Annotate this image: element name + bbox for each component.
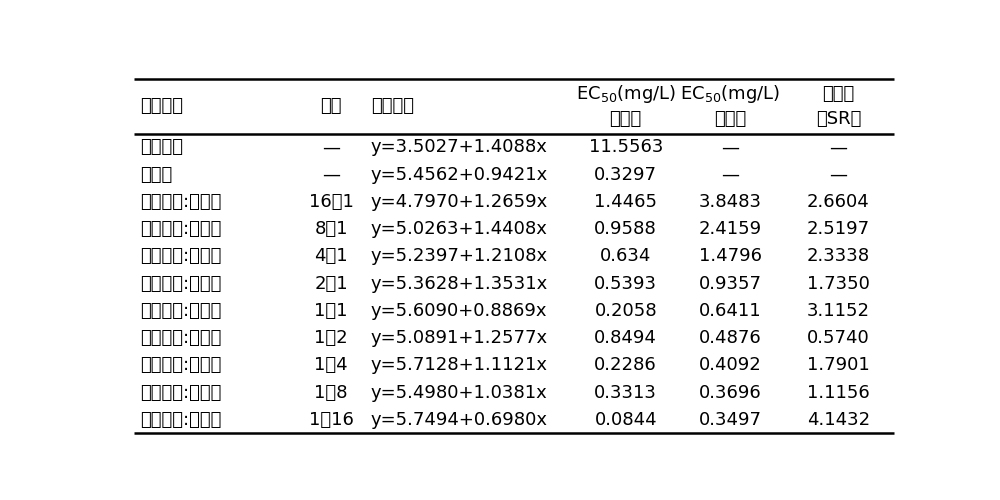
Text: 2：1: 2：1 xyxy=(314,274,348,292)
Text: 1.7901: 1.7901 xyxy=(807,356,870,374)
Text: 回归方程: 回归方程 xyxy=(371,98,414,116)
Text: 2.4159: 2.4159 xyxy=(699,220,762,238)
Text: 丁吡吗啉:氟环唑: 丁吡吗啉:氟环唑 xyxy=(140,193,222,211)
Text: 供试药剂: 供试药剂 xyxy=(140,98,184,116)
Text: y=5.7128+1.1121x: y=5.7128+1.1121x xyxy=(371,356,548,374)
Text: 1：8: 1：8 xyxy=(314,384,348,402)
Text: 1.7350: 1.7350 xyxy=(807,274,870,292)
Text: y=5.0263+1.4408x: y=5.0263+1.4408x xyxy=(371,220,548,238)
Text: 0.3497: 0.3497 xyxy=(699,411,762,429)
Text: 0.2058: 0.2058 xyxy=(594,302,657,320)
Text: 0.4092: 0.4092 xyxy=(699,356,762,374)
Text: 1.4465: 1.4465 xyxy=(594,193,657,211)
Text: 0.6411: 0.6411 xyxy=(699,302,762,320)
Text: 丁吡吗啉:氟环唑: 丁吡吗啉:氟环唑 xyxy=(140,220,222,238)
Text: y=3.5027+1.4088x: y=3.5027+1.4088x xyxy=(371,138,548,156)
Text: 0.3297: 0.3297 xyxy=(594,166,657,184)
Text: 0.5393: 0.5393 xyxy=(594,274,657,292)
Text: $\mathrm{EC_{50}}$(mg/L): $\mathrm{EC_{50}}$(mg/L) xyxy=(576,83,676,105)
Text: 1.1156: 1.1156 xyxy=(807,384,870,402)
Text: y=5.0891+1.2577x: y=5.0891+1.2577x xyxy=(371,329,548,347)
Text: y=5.7494+0.6980x: y=5.7494+0.6980x xyxy=(371,411,548,429)
Text: 1：4: 1：4 xyxy=(314,356,348,374)
Text: —: — xyxy=(322,138,340,156)
Text: —: — xyxy=(829,138,847,156)
Text: （SR）: （SR） xyxy=(816,110,861,128)
Text: 丁吡吗啉:氟环唑: 丁吡吗啉:氟环唑 xyxy=(140,411,222,429)
Text: 16：1: 16：1 xyxy=(309,193,353,211)
Text: 理论值: 理论值 xyxy=(714,110,747,128)
Text: —: — xyxy=(722,166,740,184)
Text: —: — xyxy=(829,166,847,184)
Text: 丁吡吗啉:氟环唑: 丁吡吗啉:氟环唑 xyxy=(140,274,222,292)
Text: 氟环唑: 氟环唑 xyxy=(140,166,173,184)
Text: 丁吡吗啉:氟环唑: 丁吡吗啉:氟环唑 xyxy=(140,356,222,374)
Text: 观察值: 观察值 xyxy=(610,110,642,128)
Text: 2.5197: 2.5197 xyxy=(807,220,870,238)
Text: 丁吡吗啉:氟环唑: 丁吡吗啉:氟环唑 xyxy=(140,302,222,320)
Text: 3.8483: 3.8483 xyxy=(699,193,762,211)
Text: 增效比: 增效比 xyxy=(822,85,854,103)
Text: —: — xyxy=(322,166,340,184)
Text: 0.3696: 0.3696 xyxy=(699,384,762,402)
Text: $\mathrm{EC_{50}}$(mg/L): $\mathrm{EC_{50}}$(mg/L) xyxy=(680,83,781,105)
Text: 0.5740: 0.5740 xyxy=(807,329,870,347)
Text: 丁吡吗啉:氟环唑: 丁吡吗啉:氟环唑 xyxy=(140,329,222,347)
Text: y=5.6090+0.8869x: y=5.6090+0.8869x xyxy=(371,302,547,320)
Text: 0.9588: 0.9588 xyxy=(594,220,657,238)
Text: 8：1: 8：1 xyxy=(314,220,348,238)
Text: y=5.4980+1.0381x: y=5.4980+1.0381x xyxy=(371,384,547,402)
Text: 0.9357: 0.9357 xyxy=(699,274,762,292)
Text: y=5.2397+1.2108x: y=5.2397+1.2108x xyxy=(371,248,548,266)
Text: 0.2286: 0.2286 xyxy=(594,356,657,374)
Text: 4.1432: 4.1432 xyxy=(807,411,870,429)
Text: 0.3313: 0.3313 xyxy=(594,384,657,402)
Text: 1：16: 1：16 xyxy=(309,411,353,429)
Text: 1.4796: 1.4796 xyxy=(699,248,762,266)
Text: 2.6604: 2.6604 xyxy=(807,193,870,211)
Text: 0.8494: 0.8494 xyxy=(594,329,657,347)
Text: 11.5563: 11.5563 xyxy=(589,138,663,156)
Text: 1：1: 1：1 xyxy=(314,302,348,320)
Text: 丁吡吗啉:氟环唑: 丁吡吗啉:氟环唑 xyxy=(140,384,222,402)
Text: y=5.3628+1.3531x: y=5.3628+1.3531x xyxy=(371,274,548,292)
Text: y=4.7970+1.2659x: y=4.7970+1.2659x xyxy=(371,193,548,211)
Text: 0.634: 0.634 xyxy=(600,248,651,266)
Text: 1：2: 1：2 xyxy=(314,329,348,347)
Text: 0.0844: 0.0844 xyxy=(594,411,657,429)
Text: —: — xyxy=(722,138,740,156)
Text: 丁吡吗啉: 丁吡吗啉 xyxy=(140,138,184,156)
Text: 配比: 配比 xyxy=(320,98,342,116)
Text: 4：1: 4：1 xyxy=(314,248,348,266)
Text: 0.4876: 0.4876 xyxy=(699,329,762,347)
Text: 丁吡吗啉:氟环唑: 丁吡吗啉:氟环唑 xyxy=(140,248,222,266)
Text: y=5.4562+0.9421x: y=5.4562+0.9421x xyxy=(371,166,548,184)
Text: 2.3338: 2.3338 xyxy=(807,248,870,266)
Text: 3.1152: 3.1152 xyxy=(807,302,870,320)
